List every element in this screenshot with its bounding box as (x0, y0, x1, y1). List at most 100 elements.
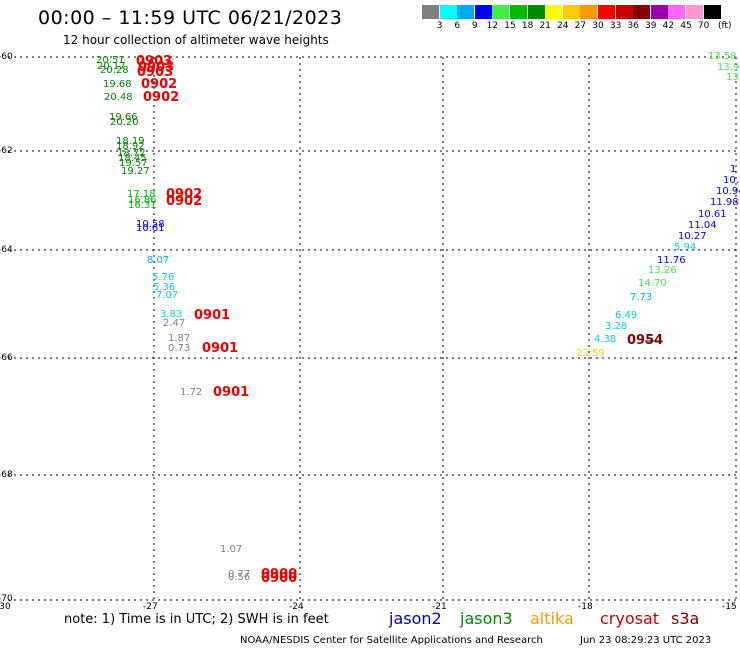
color-scale-swatch (527, 5, 545, 19)
wave-height-value: 13.26 (648, 265, 677, 276)
wave-height-value: 18.45 (118, 153, 147, 164)
color-scale-swatch (510, 5, 527, 19)
generated-timestamp: Jun 23 08:29:23 UTC 2023 (580, 635, 712, 646)
pass-time: 0903 (136, 54, 173, 69)
wave-height-value: 3.83 (160, 309, 183, 320)
wave-height-value: 5.36 (153, 282, 176, 293)
lon-label: -21 (432, 602, 447, 612)
wave-height-value: 10.27 (678, 231, 707, 242)
wave-height-value: 10. (723, 175, 739, 186)
color-scale-label: 24 (557, 21, 569, 31)
wave-height-value: 19.68 (103, 79, 132, 90)
color-scale-swatch (703, 5, 721, 19)
map-subtitle: 12 hour collection of altimeter wave hei… (63, 33, 329, 47)
lon-label: -24 (289, 602, 304, 612)
pass-time: 0903 (137, 65, 174, 80)
wave-height-value: 0.73 (168, 343, 191, 354)
wave-height-value: 11.98 (710, 197, 739, 208)
lat-label: -62 (0, 146, 13, 156)
wave-height-value: 8.07 (147, 255, 170, 266)
pass-time: 0902 (141, 77, 178, 92)
satellite-legend-item: jason2 (389, 609, 442, 628)
pass-time: 0901 (202, 341, 239, 356)
color-scale-label: 9 (471, 21, 478, 31)
color-scale-label: 33 (609, 21, 622, 31)
wave-height-value: 13.58 (708, 51, 737, 62)
wave-height-value: 1.07 (220, 544, 243, 555)
wave-height-value: 1.87 (168, 333, 191, 344)
wave-height-value: 13 (726, 72, 739, 83)
wave-height-value: 7.73 (630, 292, 653, 303)
wave-height-value: 10.58 (136, 219, 165, 230)
color-scale-label: 36 (627, 21, 639, 31)
color-scale-swatch (615, 5, 633, 19)
color-scale-unit: (ft) (718, 21, 732, 31)
wave-height-value: 16.86 (128, 195, 157, 206)
satellite-legend-item: altika (530, 609, 574, 628)
wave-height-value: 18.92 (116, 141, 145, 152)
wave-height-value: 20.51 (96, 55, 125, 66)
color-scale-swatch (562, 5, 580, 19)
wave-height-value: 5.94 (674, 242, 697, 253)
footer-note: note: 1) Time is in UTC; 2) SWH is in fe… (64, 612, 329, 627)
color-scale-swatch (668, 5, 686, 19)
wave-height-value: 7.07 (156, 290, 179, 301)
wave-height-value: 13.9 (717, 62, 740, 73)
pass-time: 0903 (138, 60, 175, 75)
pass-time: 0902 (166, 194, 203, 209)
wave-height-value: 2.47 (163, 318, 186, 329)
wave-height-value: 0.77 (228, 569, 251, 580)
color-scale-swatch (598, 5, 615, 19)
wave-height-value: 0.56 (228, 572, 251, 583)
color-scale-swatch (580, 5, 598, 19)
wave-height-value: 19.66 (109, 112, 138, 123)
wave-height-value: 10.61 (136, 223, 165, 234)
color-scale-label: 39 (645, 21, 657, 31)
wave-height-value: 1.72 (180, 387, 203, 398)
lat-label: -68 (0, 470, 13, 480)
color-scale-label: 42 (662, 21, 675, 31)
color-scale-swatch (422, 5, 439, 19)
satellite-legend-item: cryosat (600, 609, 660, 628)
wave-height-value: 10.61 (698, 209, 727, 220)
color-scale-swatch (457, 5, 475, 19)
pass-time: 0901 (194, 308, 231, 323)
lat-label: -66 (0, 353, 13, 363)
pass-time: 0902 (143, 90, 180, 105)
wave-height-value: 20.48 (104, 92, 133, 103)
lon-label: -27 (143, 602, 158, 612)
color-scale-label: 30 (592, 21, 604, 31)
color-scale-label: 15 (504, 21, 516, 31)
wave-height-value: 11.04 (688, 220, 717, 231)
wave-height-value: 19.57 (119, 158, 148, 169)
lon-label: -30 (0, 602, 11, 612)
color-scale-swatch (439, 5, 457, 19)
pass-time: 0900 (261, 571, 298, 586)
wave-height-value: 14.70 (638, 278, 667, 289)
lon-label: -18 (578, 602, 593, 612)
wave-height-value: 6.49 (615, 310, 638, 321)
wave-height-value: 5.76 (152, 272, 175, 283)
color-scale-label: 12 (486, 21, 499, 31)
satellite-legend-item: jason3 (460, 609, 513, 628)
color-scale-label: 70 (697, 21, 710, 31)
color-scale-swatch (492, 5, 510, 19)
lat-label: -60 (0, 52, 13, 62)
wave-height-value: 20.17 (97, 61, 126, 72)
wave-height-value: 4.38 (594, 334, 617, 345)
color-scale-swatch (633, 5, 651, 19)
wave-height-value: 3.28 (605, 321, 628, 332)
pass-time: 0902 (166, 187, 203, 202)
credit-line: NOAA/NESDIS Center for Satellite Applica… (240, 635, 543, 646)
color-scale-label: 6 (454, 21, 461, 31)
wave-height-value: 10.94 (716, 186, 740, 197)
pass-time: 0954 (627, 333, 664, 348)
wave-height-value: 23.59 (576, 348, 605, 359)
wave-height-value: 18.19 (116, 136, 145, 147)
lat-grid (8, 56, 736, 601)
wave-height-value: 16.31 (128, 200, 157, 211)
color-scale-swatch (545, 5, 563, 19)
wave-height-value: 20.28 (100, 65, 129, 76)
lon-grid (153, 57, 737, 600)
